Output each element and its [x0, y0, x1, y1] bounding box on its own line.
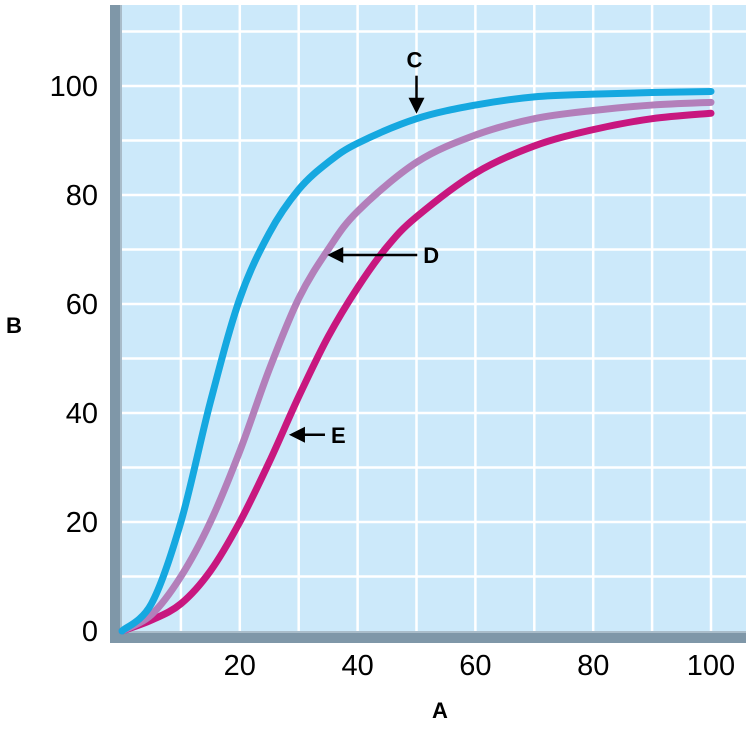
tick-labels: 0 20 40 60 80 100 20 40 60 80 100 — [50, 71, 736, 682]
plot-area — [120, 5, 746, 633]
y-axis-title: B — [6, 313, 22, 338]
series-lines — [118, 87, 715, 635]
y-tick-label: 20 — [66, 507, 98, 539]
y-tick-label: 40 — [66, 398, 98, 430]
curve-label-c: C — [407, 48, 423, 73]
y-tick-label: 100 — [50, 71, 98, 103]
arrow-c-head — [408, 97, 425, 114]
y-axis-line — [110, 5, 122, 641]
curve-label-d: D — [423, 243, 439, 268]
x-tick-label: 100 — [687, 650, 735, 682]
arrow-e-head — [288, 426, 305, 443]
x-axis-title: A — [432, 698, 448, 723]
axes — [110, 5, 746, 643]
plot-background — [120, 5, 746, 633]
y-tick-label: 80 — [66, 180, 98, 212]
y-tick-label: 0 — [82, 616, 98, 648]
x-tick-label: 60 — [459, 650, 491, 682]
x-tick-label: 40 — [341, 650, 373, 682]
y-tick-label: 60 — [66, 289, 98, 321]
series-line-e — [118, 109, 715, 635]
series-line-c — [118, 87, 715, 635]
x-axis-line — [110, 631, 746, 643]
curve-label-e: E — [331, 423, 346, 448]
annotations: C D E — [288, 48, 439, 448]
x-tick-label: 20 — [224, 650, 256, 682]
x-tick-label: 80 — [577, 650, 609, 682]
arrow-d-head — [327, 246, 344, 263]
series-line-d — [118, 98, 715, 635]
